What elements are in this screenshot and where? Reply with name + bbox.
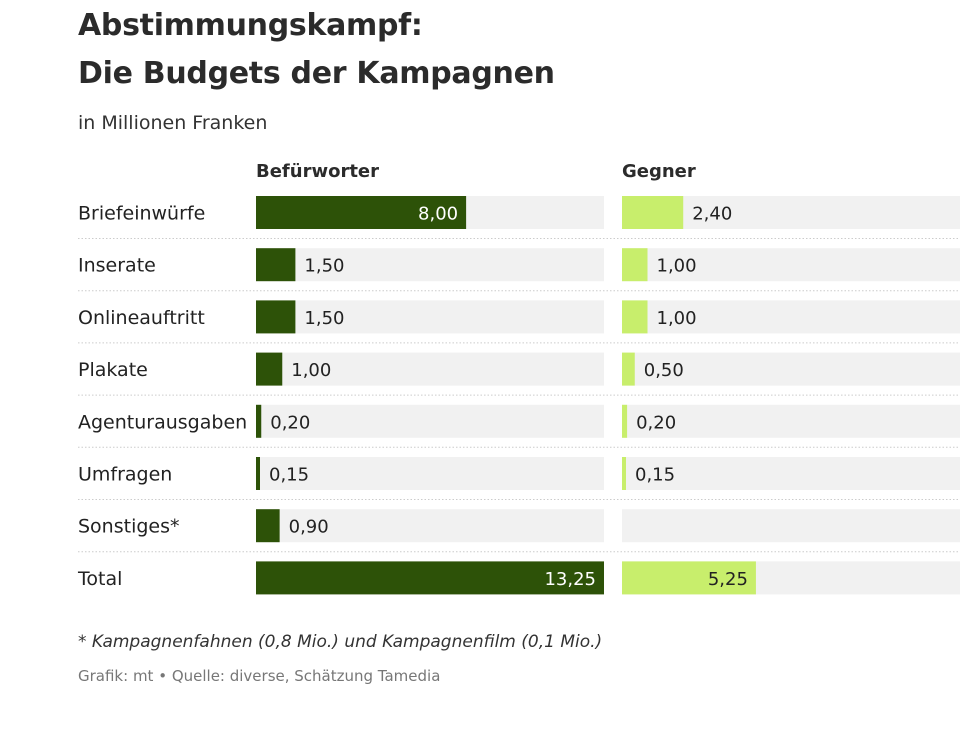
bar-track-befuerworter bbox=[256, 248, 604, 282]
value-label-gegner-briefeinwürfe: 2,40 bbox=[692, 204, 732, 225]
bar-track-gegner bbox=[622, 457, 960, 490]
chart-subtitle: in Millionen Franken bbox=[78, 112, 268, 134]
bar-chart: Briefeinwürfe 8,00 2,40 Inserate 1,50 1,00 Onl… bbox=[77, 196, 960, 595]
value-label-befuerworter-onlineauftritt: 1,50 bbox=[304, 308, 344, 329]
category-label-umfragen: Umfragen bbox=[78, 464, 172, 486]
value-label-gegner-onlineauftritt: 1,00 bbox=[657, 308, 697, 329]
bar-befuerworter-inserate bbox=[256, 248, 296, 282]
value-label-befuerworter-briefeinwürfe: 8,00 bbox=[418, 204, 458, 225]
bar-gegner-total bbox=[622, 561, 756, 595]
value-label-gegner-agenturausgaben: 0,20 bbox=[636, 412, 676, 433]
category-label-sonstiges: Sonstiges* bbox=[78, 516, 180, 538]
bar-gegner-plakate bbox=[622, 352, 635, 386]
bar-track-befuerworter bbox=[256, 404, 604, 438]
bar-befuerworter-total bbox=[256, 561, 604, 595]
bar-track-gegner bbox=[622, 404, 960, 438]
bar-befuerworter-sonstiges bbox=[256, 509, 280, 543]
value-label-gegner-plakate: 0,50 bbox=[644, 360, 684, 381]
value-label-befuerworter-total: 13,25 bbox=[544, 569, 596, 590]
bar-gegner-inserate bbox=[622, 248, 648, 282]
bar-track-befuerworter bbox=[256, 457, 604, 490]
bar-gegner-agenturausgaben bbox=[622, 404, 628, 438]
value-label-befuerworter-plakate: 1,00 bbox=[291, 360, 331, 381]
bar-track-gegner bbox=[622, 300, 960, 334]
value-label-gegner-umfragen: 0,15 bbox=[635, 465, 675, 486]
bar-befuerworter-onlineauftritt bbox=[256, 300, 296, 334]
category-label-inserate: Inserate bbox=[78, 255, 156, 277]
bar-track-befuerworter bbox=[256, 352, 604, 386]
column-header-gegner: Gegner bbox=[622, 161, 696, 182]
bar-track-befuerworter bbox=[256, 509, 604, 543]
bar-gegner-umfragen bbox=[622, 457, 626, 490]
bar-track-gegner bbox=[622, 248, 960, 282]
title-line-2: Die Budgets der Kampagnen bbox=[78, 56, 555, 91]
category-label-onlineauftritt: Onlineauftritt bbox=[78, 307, 205, 329]
chart-title: Abstimmungskampf: Die Budgets der Kampag… bbox=[78, 2, 555, 98]
category-label-plakate: Plakate bbox=[78, 359, 148, 381]
title-line-1: Abstimmungskampf: bbox=[78, 8, 423, 43]
category-label-briefeinwürfe: Briefeinwürfe bbox=[78, 203, 205, 225]
value-label-befuerworter-sonstiges: 0,90 bbox=[289, 517, 329, 538]
bar-track-gegner bbox=[622, 352, 960, 386]
footnote: * Kampagnenfahnen (0,8 Mio.) und Kampagn… bbox=[78, 632, 603, 652]
bar-befuerworter-umfragen bbox=[256, 457, 260, 490]
category-label-agenturausgaben: Agenturausgaben bbox=[78, 411, 247, 433]
source-credit: Grafik: mt • Quelle: diverse, Schätzung … bbox=[78, 667, 441, 685]
category-label-total: Total bbox=[77, 568, 122, 590]
bar-gegner-briefeinwürfe bbox=[622, 196, 684, 229]
bar-befuerworter-agenturausgaben bbox=[256, 404, 262, 438]
value-label-befuerworter-inserate: 1,50 bbox=[304, 256, 344, 277]
column-header-befuerworter: Befürworter bbox=[256, 161, 380, 182]
bar-track-gegner bbox=[622, 509, 960, 543]
bar-gegner-onlineauftritt bbox=[622, 300, 648, 334]
value-label-gegner-inserate: 1,00 bbox=[657, 256, 697, 277]
bar-befuerworter-plakate bbox=[256, 352, 283, 386]
bar-track-befuerworter bbox=[256, 300, 604, 334]
value-label-befuerworter-agenturausgaben: 0,20 bbox=[270, 412, 310, 433]
value-label-gegner-total: 5,25 bbox=[708, 569, 748, 590]
value-label-befuerworter-umfragen: 0,15 bbox=[269, 465, 309, 486]
bar-befuerworter-briefeinwürfe bbox=[256, 196, 467, 229]
